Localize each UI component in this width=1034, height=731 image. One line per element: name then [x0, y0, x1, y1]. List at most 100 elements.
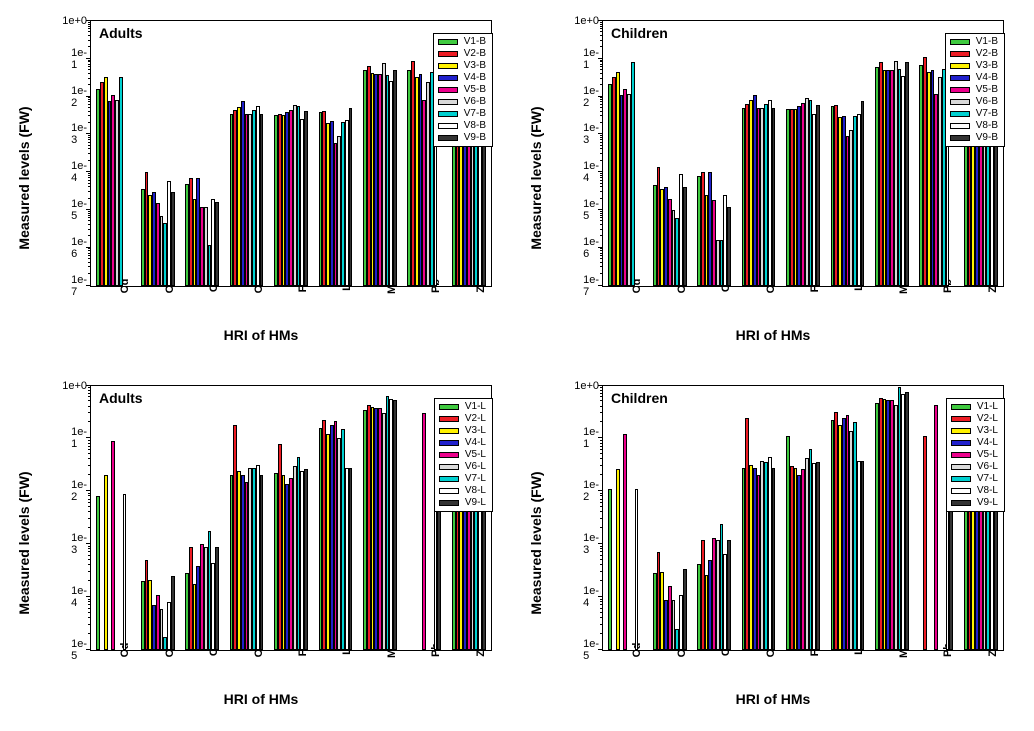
bar	[215, 547, 219, 650]
bar	[616, 469, 620, 650]
legend-swatch	[950, 87, 970, 93]
legend-label: V9-B	[976, 132, 998, 144]
y-tick-label: 1e-3	[71, 532, 91, 556]
legend-row: V4-B	[950, 72, 998, 84]
bars-layer	[603, 386, 1003, 651]
legend-row: V1-B	[950, 36, 998, 48]
legend-row: V4-L	[439, 437, 486, 449]
legend-label: V4-B	[464, 72, 486, 84]
bar	[727, 540, 731, 650]
legend-swatch	[950, 63, 970, 69]
legend-swatch	[951, 404, 971, 410]
legend-swatch	[438, 111, 458, 117]
bar	[260, 114, 264, 286]
y-tick-label: 1e-1	[583, 426, 603, 450]
legend-row: V8-L	[439, 485, 486, 497]
chart-panel: Measured levels (FW)HRI of HMsAdults1e-7…	[20, 10, 502, 347]
legend-row: V2-L	[951, 413, 998, 425]
bar	[994, 489, 998, 650]
bar	[816, 105, 820, 286]
legend-label: V2-L	[977, 413, 998, 425]
legend-swatch	[439, 440, 459, 446]
legend-swatch	[950, 99, 970, 105]
y-tick-label: 1e-1	[583, 47, 603, 71]
legend-label: V5-B	[976, 84, 998, 96]
y-axis-label: Measured levels (FW)	[528, 107, 544, 250]
bar	[934, 405, 938, 650]
bar	[304, 469, 308, 650]
y-tick-label: 1e-2	[583, 85, 603, 109]
legend-row: V2-L	[439, 413, 486, 425]
y-tick-label: 1e-1	[71, 426, 91, 450]
legend-label: V6-L	[465, 461, 486, 473]
bar	[861, 101, 865, 285]
y-tick-label: 1e-3	[71, 122, 91, 146]
bar	[608, 489, 612, 650]
legend-label: V5-L	[977, 449, 998, 461]
legend-label: V2-B	[976, 48, 998, 60]
legend: V1-BV2-BV3-BV4-BV5-BV6-BV7-BV8-BV9-B	[433, 33, 493, 147]
y-tick-label: 1e+0	[62, 15, 91, 27]
y-tick-label: 1e-3	[583, 532, 603, 556]
legend-row: V3-B	[950, 60, 998, 72]
legend-label: V7-B	[976, 108, 998, 120]
legend-swatch	[439, 464, 459, 470]
y-tick-label: 1e-7	[71, 274, 91, 298]
legend-swatch	[950, 135, 970, 141]
legend-row: V6-L	[951, 461, 998, 473]
legend-label: V2-L	[465, 413, 486, 425]
y-tick-label: 1e-4	[583, 160, 603, 184]
legend: V1-BV2-BV3-BV4-BV5-BV6-BV7-BV8-BV9-B	[945, 33, 1005, 147]
bar	[861, 461, 865, 650]
legend-swatch	[951, 464, 971, 470]
legend-row: V6-B	[950, 96, 998, 108]
y-tick-label: 1e+0	[62, 380, 91, 392]
legend-row: V9-L	[951, 497, 998, 509]
y-axis-label: Measured levels (FW)	[16, 107, 32, 250]
chart-panel: Measured levels (FW)HRI of HMsChildren1e…	[532, 375, 1014, 712]
y-tick-label: 1e-4	[71, 160, 91, 184]
legend-swatch	[439, 416, 459, 422]
bar	[482, 498, 486, 650]
y-tick-label: 1e-2	[583, 479, 603, 503]
legend-row: V4-L	[951, 437, 998, 449]
legend-row: V3-L	[951, 425, 998, 437]
y-tick-label: 1e+0	[574, 380, 603, 392]
legend-row: V5-L	[951, 449, 998, 461]
legend-label: V5-B	[464, 84, 486, 96]
legend-label: V3-L	[977, 425, 998, 437]
legend-label: V8-L	[465, 485, 486, 497]
legend-row: V7-L	[439, 473, 486, 485]
y-tick-label: 1e-2	[71, 479, 91, 503]
legend-label: V8-B	[976, 120, 998, 132]
bar	[119, 77, 123, 286]
bar	[123, 494, 127, 650]
legend-label: V9-B	[464, 132, 486, 144]
y-tick-label: 1e-6	[583, 236, 603, 260]
legend-swatch	[438, 75, 458, 81]
y-tick-label: 1e-4	[583, 585, 603, 609]
y-tick-label: 1e-2	[71, 85, 91, 109]
bar	[304, 111, 308, 286]
bar	[96, 496, 100, 650]
legend-swatch	[950, 75, 970, 81]
bar	[905, 392, 909, 650]
legend-swatch	[439, 476, 459, 482]
legend-swatch	[951, 476, 971, 482]
x-axis-label: HRI of HMs	[224, 691, 299, 707]
legend-row: V1-B	[438, 36, 486, 48]
legend-row: V2-B	[438, 48, 486, 60]
legend-row: V1-L	[951, 401, 998, 413]
legend-row: V7-B	[950, 108, 998, 120]
legend-label: V7-B	[464, 108, 486, 120]
bar	[631, 62, 635, 285]
legend-swatch	[439, 404, 459, 410]
bar	[623, 434, 627, 650]
legend-swatch	[951, 440, 971, 446]
y-tick-label: 1e+0	[574, 15, 603, 27]
legend-swatch	[439, 500, 459, 506]
legend-swatch	[439, 428, 459, 434]
legend-row: V9-B	[950, 132, 998, 144]
legend-row: V1-L	[439, 401, 486, 413]
legend-row: V6-L	[439, 461, 486, 473]
